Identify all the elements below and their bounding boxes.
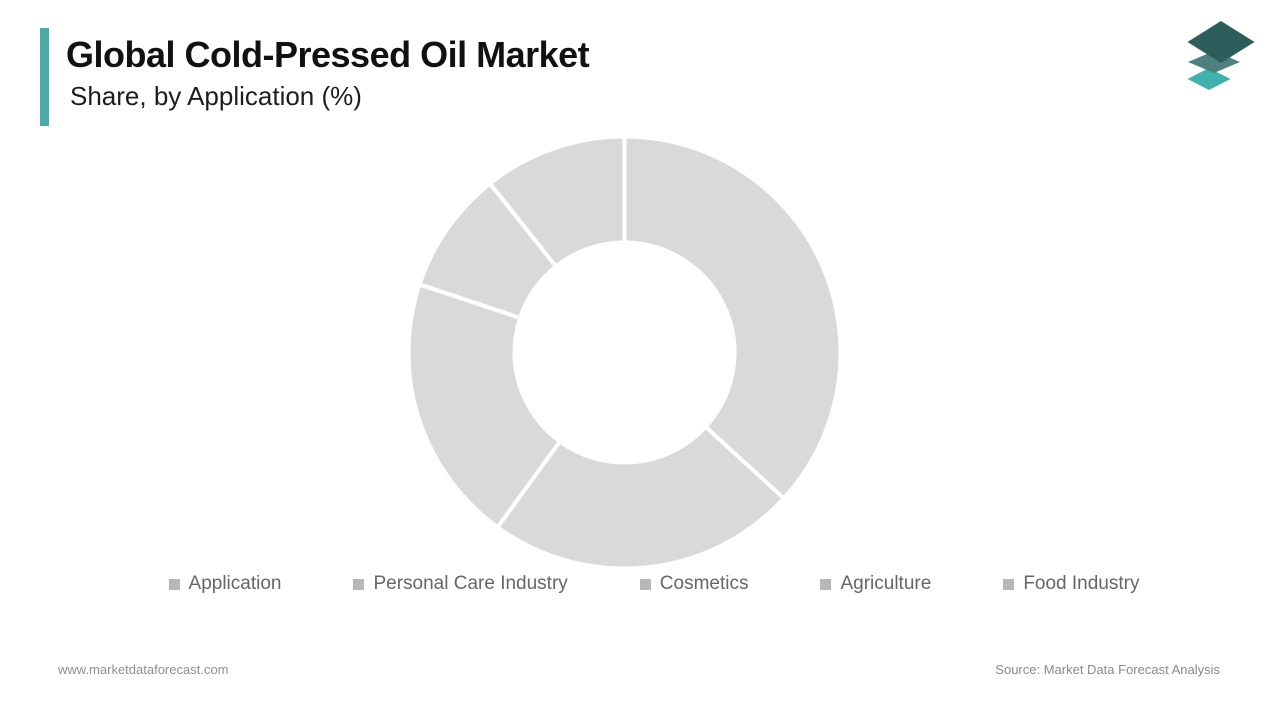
- legend-item-agriculture[interactable]: Agriculture: [820, 573, 931, 595]
- donut-slice-personal-care-industry[interactable]: [494, 423, 787, 571]
- legend-item-application[interactable]: Application: [168, 573, 282, 595]
- title-accent-bar: [40, 28, 49, 126]
- legend-label: Application: [188, 573, 282, 594]
- page-title: Global Cold-Pressed Oil Market: [66, 34, 590, 75]
- website-url: www.marketdataforecast.com: [58, 662, 229, 677]
- donut-slice-cosmetics[interactable]: [406, 281, 563, 531]
- source-note: Source: Market Data Forecast Analysis: [995, 662, 1220, 677]
- legend-marker-icon: [353, 578, 365, 590]
- legend-label: Agriculture: [840, 573, 932, 594]
- legend-marker-icon: [1003, 578, 1015, 590]
- legend-item-personal-care-industry[interactable]: Personal Care Industry: [353, 573, 568, 595]
- legend-label: Personal Care Industry: [373, 573, 568, 594]
- legend-marker-icon: [820, 578, 832, 590]
- legend-item-cosmetics[interactable]: Cosmetics: [639, 573, 749, 595]
- donut-slice-food-industry[interactable]: [487, 134, 627, 270]
- chart-legend: Application Personal Care Industry Cosme…: [0, 570, 1280, 598]
- legend-marker-icon: [639, 578, 651, 590]
- market-data-forecast-logo-icon: [1187, 21, 1255, 90]
- header: Global Cold-Pressed Oil Market Share, by…: [66, 33, 590, 112]
- donut-chart: [406, 134, 843, 571]
- legend-item-food-industry[interactable]: Food Industry: [1003, 573, 1139, 595]
- page-subtitle: Share, by Application (%): [70, 81, 362, 111]
- donut-slice-application[interactable]: [622, 134, 843, 502]
- legend-label: Food Industry: [1023, 573, 1140, 594]
- legend-label: Cosmetics: [659, 573, 749, 594]
- legend-marker-icon: [168, 578, 180, 590]
